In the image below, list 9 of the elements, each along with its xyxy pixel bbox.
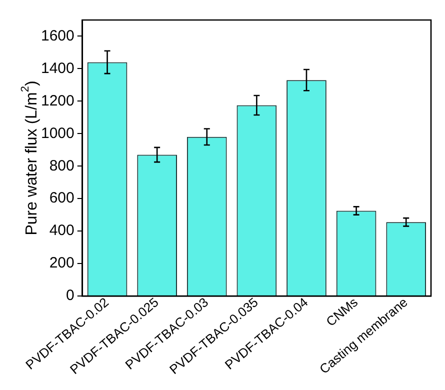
y-tick-label: 1400 bbox=[40, 60, 74, 77]
y-tick-label: 600 bbox=[49, 190, 74, 207]
y-tick-label: 400 bbox=[49, 222, 74, 240]
y-tick-label: 800 bbox=[49, 157, 74, 174]
y-tick-label: 1600 bbox=[40, 27, 74, 44]
y-tick-label: 200 bbox=[49, 254, 74, 272]
y-tick-label: 1000 bbox=[40, 124, 74, 142]
y-axis-title: Pure water flux (L/m2) bbox=[20, 80, 40, 236]
y-tick-label: 1200 bbox=[40, 92, 74, 110]
